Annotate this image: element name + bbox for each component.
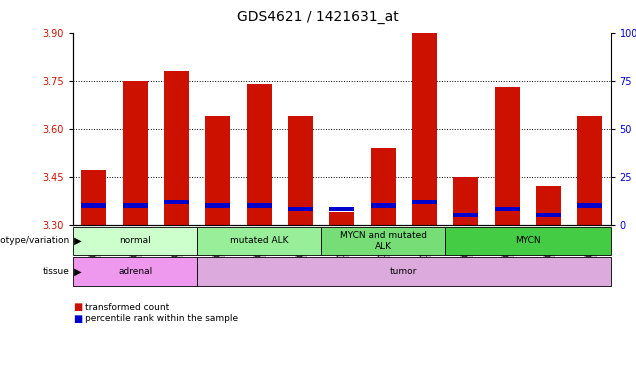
Bar bbox=[288, 207, 313, 211]
Bar bbox=[577, 204, 602, 207]
Bar bbox=[81, 204, 106, 207]
Bar bbox=[536, 213, 561, 217]
Text: genotype/variation: genotype/variation bbox=[0, 237, 70, 245]
Bar bbox=[412, 33, 437, 225]
Bar bbox=[371, 204, 396, 207]
Bar bbox=[123, 204, 148, 207]
Bar bbox=[412, 200, 437, 204]
Bar bbox=[453, 177, 478, 225]
Text: ■: ■ bbox=[73, 314, 83, 324]
Bar bbox=[577, 116, 602, 225]
Text: normal: normal bbox=[120, 237, 151, 245]
Bar bbox=[495, 87, 520, 225]
Text: GDS4621 / 1421631_at: GDS4621 / 1421631_at bbox=[237, 10, 399, 23]
Bar bbox=[329, 212, 354, 225]
Text: tissue: tissue bbox=[43, 267, 70, 276]
Bar bbox=[81, 170, 106, 225]
Text: MYCN: MYCN bbox=[515, 237, 541, 245]
Bar bbox=[371, 148, 396, 225]
Text: mutated ALK: mutated ALK bbox=[230, 237, 288, 245]
Bar bbox=[205, 116, 230, 225]
Text: ▶: ▶ bbox=[71, 236, 82, 246]
Bar bbox=[247, 204, 272, 207]
Bar bbox=[205, 204, 230, 207]
Text: ▶: ▶ bbox=[71, 266, 82, 277]
Bar bbox=[164, 71, 189, 225]
Text: ■: ■ bbox=[73, 302, 83, 312]
Text: tumor: tumor bbox=[390, 267, 418, 276]
Bar bbox=[329, 207, 354, 211]
Bar bbox=[288, 116, 313, 225]
Bar bbox=[247, 84, 272, 225]
Bar bbox=[123, 81, 148, 225]
Text: adrenal: adrenal bbox=[118, 267, 152, 276]
Text: transformed count: transformed count bbox=[85, 303, 169, 312]
Bar bbox=[453, 213, 478, 217]
Bar bbox=[495, 207, 520, 211]
Text: MYCN and mutated
ALK: MYCN and mutated ALK bbox=[340, 231, 427, 251]
Bar bbox=[164, 200, 189, 204]
Text: percentile rank within the sample: percentile rank within the sample bbox=[85, 314, 238, 323]
Bar bbox=[536, 186, 561, 225]
